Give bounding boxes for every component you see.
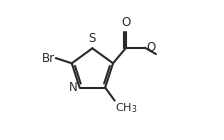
Text: CH$_3$: CH$_3$	[115, 101, 138, 115]
Text: O: O	[121, 16, 131, 29]
Text: O: O	[147, 41, 156, 54]
Text: N: N	[68, 81, 77, 94]
Text: Br: Br	[42, 52, 55, 65]
Text: S: S	[89, 32, 96, 45]
